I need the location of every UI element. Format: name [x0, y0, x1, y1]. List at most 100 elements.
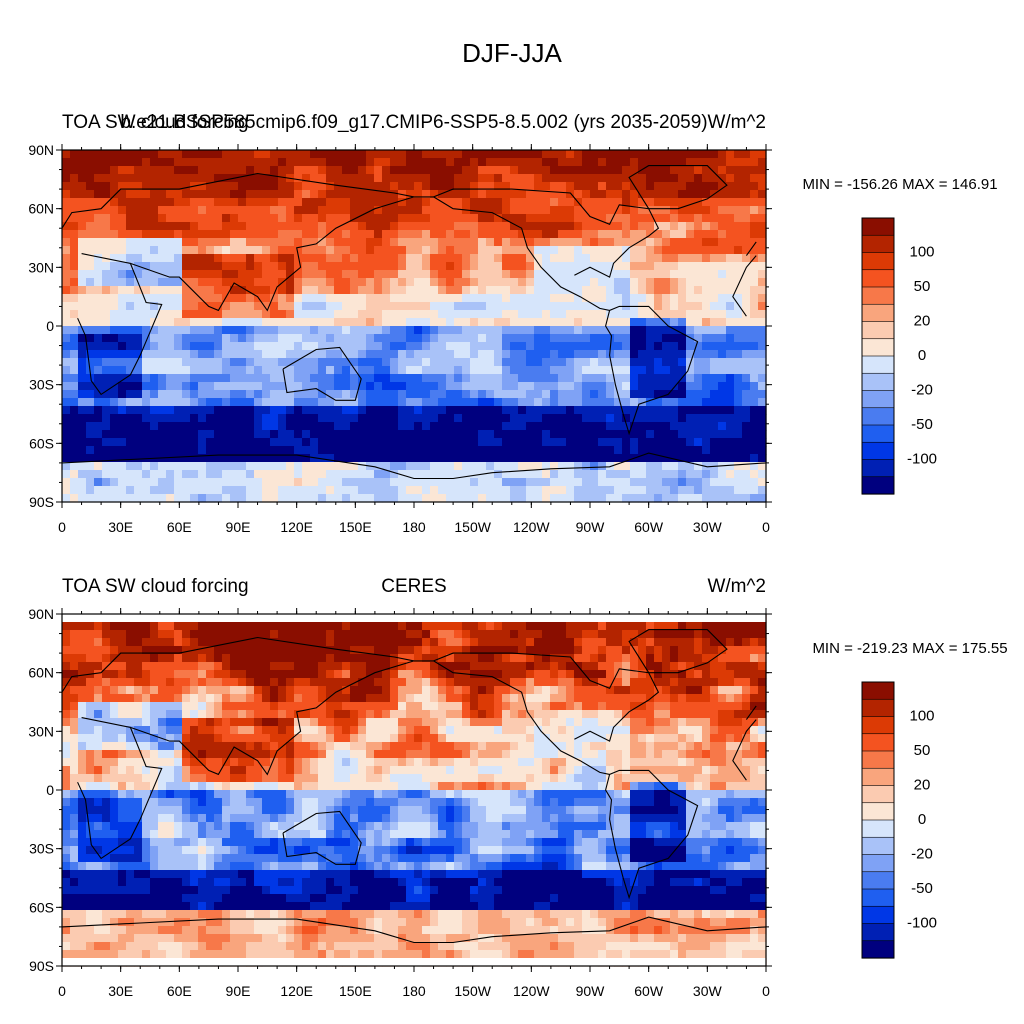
- x-tick-label: 90E: [226, 519, 251, 535]
- map-panel-1: TOA SW cloud forcingb.e21.BSSP585cmip6.f…: [28, 112, 997, 535]
- colorbar-box: [861, 819, 895, 838]
- panel-units: W/m^2: [707, 576, 766, 597]
- colorbar-label: -50: [911, 880, 933, 897]
- colorbar-label: 100: [909, 708, 934, 725]
- y-tick-label: 60S: [29, 435, 54, 451]
- x-tick-label: 120E: [280, 519, 313, 535]
- colorbar-box: [861, 441, 895, 461]
- colorbar-label: 50: [914, 742, 931, 759]
- x-tick-label: 30E: [108, 519, 133, 535]
- colorbar-box: [861, 871, 895, 890]
- x-tick-label: 180: [402, 519, 426, 535]
- colorbar-box: [861, 459, 895, 478]
- colorbar-box: [861, 372, 895, 392]
- colorbar-label: 20: [914, 777, 931, 794]
- colorbar-box: [861, 716, 895, 735]
- x-tick-label: 60W: [634, 983, 664, 999]
- panel-left-title: TOA SW cloud forcing: [62, 576, 249, 597]
- colorbar-box: [861, 407, 895, 426]
- colorbar-box: [861, 888, 895, 907]
- colorbar-box: [861, 303, 895, 323]
- colorbar-box: [861, 476, 895, 495]
- panel-left-title: TOA SW cloud forcing: [62, 112, 249, 133]
- colorbar-box: [861, 390, 895, 409]
- colorbar-box: [861, 338, 895, 357]
- colorbar-label: -50: [911, 416, 933, 433]
- x-tick-label: 120W: [513, 983, 550, 999]
- colorbar-label: 20: [914, 313, 931, 330]
- min-max-label: MIN = -156.26 MAX = 146.91: [802, 176, 997, 193]
- x-tick-label: 0: [58, 519, 66, 535]
- colorbar-box: [861, 836, 895, 856]
- colorbar: 100 50 20 0 -20 -50 -100: [861, 681, 937, 959]
- colorbar-label: -100: [907, 451, 937, 468]
- x-tick-label: 60E: [167, 983, 192, 999]
- colorbar-box: [861, 905, 895, 925]
- colorbar-frame: [861, 681, 895, 959]
- colorbar-box: [861, 681, 895, 700]
- x-tick-label: 90E: [226, 983, 251, 999]
- x-tick-label: 90W: [576, 519, 606, 535]
- x-tick-label: 60E: [167, 519, 192, 535]
- y-tick-label: 30N: [28, 259, 54, 275]
- panel-center-title: b.e21.BSSP585cmip6.f09_g17.CMIP6-SSP5-8.…: [120, 112, 707, 133]
- contour-field: [62, 614, 767, 967]
- y-tick-label: 90N: [28, 142, 54, 158]
- panel-units: W/m^2: [707, 112, 766, 133]
- x-tick-label: 30E: [108, 983, 133, 999]
- x-tick-label: 0: [762, 983, 770, 999]
- x-tick-label: 0: [58, 983, 66, 999]
- x-tick-label: 90W: [576, 983, 606, 999]
- y-tick-label: 30S: [29, 377, 54, 393]
- colorbar-label: 0: [918, 811, 926, 828]
- y-tick-label: 30S: [29, 841, 54, 857]
- colorbar-box: [861, 940, 895, 959]
- y-tick-label: 90S: [29, 958, 54, 974]
- x-tick-label: 180: [402, 983, 426, 999]
- coastlines: [61, 629, 767, 944]
- y-tick-label: 0: [46, 782, 54, 798]
- colorbar-box: [861, 355, 895, 374]
- y-tick-label: 60S: [29, 899, 54, 915]
- colorbar-box: [861, 767, 895, 787]
- x-tick-label: 30W: [693, 983, 723, 999]
- colorbar-box: [861, 750, 895, 769]
- colorbar-label: -100: [907, 915, 937, 932]
- x-tick-label: 150W: [454, 519, 491, 535]
- missing-data-south: [62, 958, 766, 966]
- y-tick-label: 0: [46, 318, 54, 334]
- y-tick-label: 30N: [28, 723, 54, 739]
- colorbar-label: 0: [918, 347, 926, 364]
- colorbar-frame: [861, 217, 895, 495]
- colorbar-box: [861, 802, 895, 821]
- colorbar: 100 50 20 0 -20 -50 -100: [861, 217, 937, 495]
- colorbar-box: [861, 252, 895, 271]
- colorbar-box: [861, 424, 895, 443]
- colorbar-box: [861, 234, 895, 254]
- y-tick-label: 60N: [28, 201, 54, 217]
- y-tick-label: 60N: [28, 665, 54, 681]
- x-tick-label: 120W: [513, 519, 550, 535]
- colorbar-box: [861, 854, 895, 873]
- colorbar-box: [861, 269, 895, 288]
- map-panel-2: TOA SW cloud forcing CERES W/m^2 90N 60N 30N 0…: [28, 576, 1007, 999]
- y-tick-label: 90N: [28, 606, 54, 622]
- x-tick-label: 30W: [693, 519, 723, 535]
- colorbar-box: [861, 733, 895, 752]
- colorbar-label: 50: [914, 278, 931, 295]
- panel-center-title: CERES: [381, 576, 446, 597]
- min-max-label: MIN = -219.23 MAX = 175.55: [812, 640, 1007, 657]
- colorbar-label: -20: [911, 846, 933, 863]
- colorbar-box: [861, 698, 895, 718]
- coastlines: [61, 165, 767, 480]
- x-tick-label: 60W: [634, 519, 664, 535]
- missing-data-north: [62, 614, 766, 622]
- colorbar-label: 100: [909, 244, 934, 261]
- colorbar-box: [861, 785, 895, 804]
- x-tick-label: 150E: [339, 519, 372, 535]
- colorbar-box: [861, 217, 895, 236]
- colorbar-label: -20: [911, 382, 933, 399]
- colorbar-box: [861, 321, 895, 340]
- x-tick-label: 120E: [280, 983, 313, 999]
